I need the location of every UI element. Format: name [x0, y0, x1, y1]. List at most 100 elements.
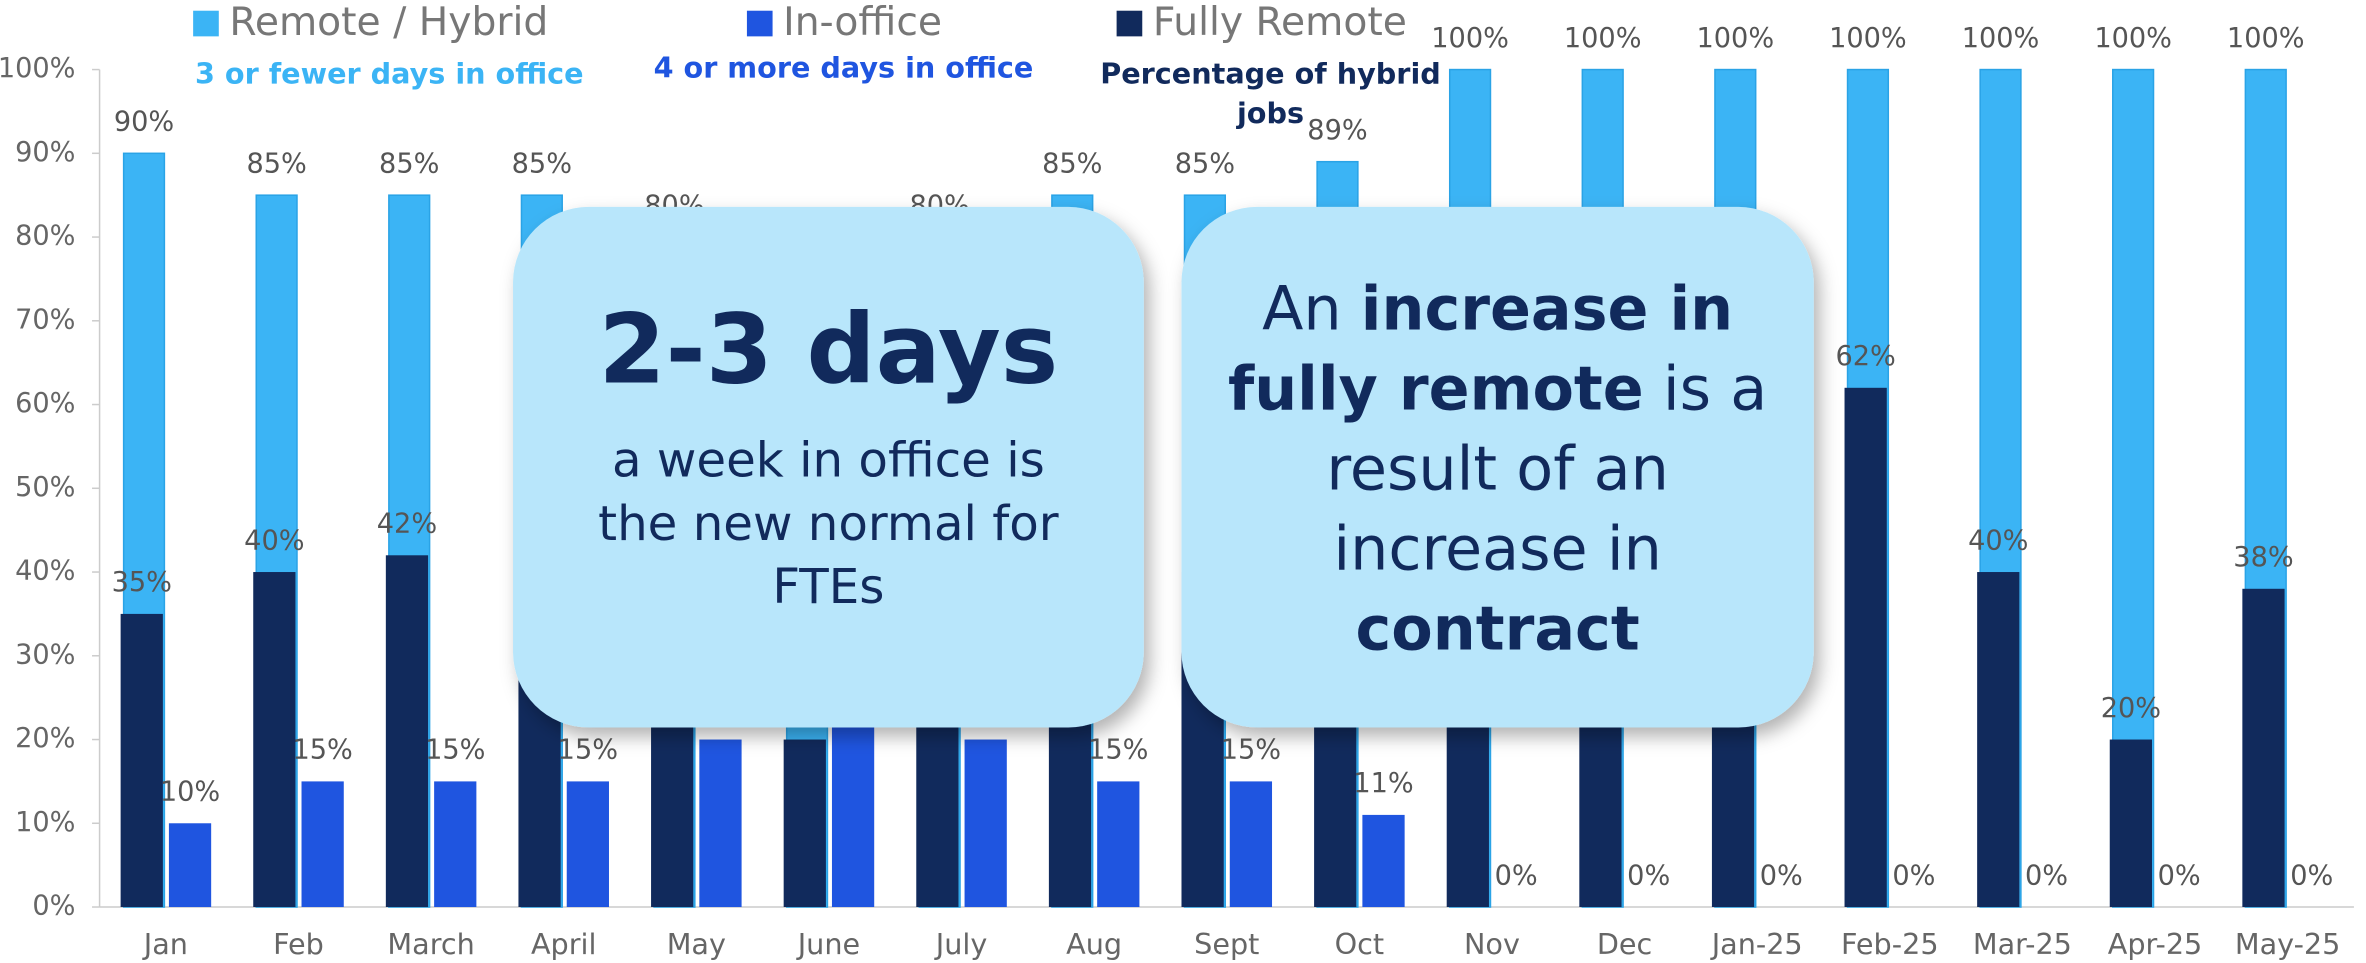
x-tick-label: April — [531, 927, 597, 961]
value-label: 85% — [246, 149, 306, 180]
x-tick-label: May-25 — [2235, 927, 2341, 961]
legend-label: In-office — [783, 0, 942, 45]
callout-run: An — [1262, 274, 1361, 344]
value-label: 0% — [1627, 860, 1670, 891]
legend-sublabel: jobs — [1236, 96, 1304, 130]
legend-sublabel: 4 or more days in office — [654, 51, 1034, 85]
bar — [2242, 588, 2285, 908]
y-tick-label: 40% — [15, 556, 75, 587]
y-tick-label: 10% — [15, 807, 75, 838]
x-tick-label: March — [387, 927, 474, 961]
bar — [1977, 572, 2020, 908]
value-label: 85% — [379, 149, 439, 180]
x-tick-label: June — [796, 927, 860, 961]
bar — [168, 823, 212, 908]
value-label: 15% — [558, 735, 618, 766]
legend-sublabel: Percentage of hybrid — [1100, 57, 1441, 91]
x-tick-label: May — [667, 927, 726, 961]
legend-swatch — [746, 10, 773, 37]
value-label: 62% — [1835, 341, 1895, 372]
callout-box — [1181, 206, 1814, 728]
y-tick-label: 0% — [32, 891, 75, 922]
x-tick-label: Feb-25 — [1841, 927, 1939, 961]
value-label: 100% — [1962, 23, 2040, 54]
x-tick-label: Nov — [1464, 927, 1520, 961]
x-tick-label: Mar-25 — [1973, 927, 2072, 961]
value-label: 89% — [1307, 115, 1367, 146]
x-tick-label: July — [934, 927, 988, 961]
y-tick-label: 20% — [15, 723, 75, 754]
bar — [253, 572, 296, 908]
y-tick-label: 30% — [15, 639, 75, 670]
value-label: 100% — [1696, 23, 1774, 54]
bar — [964, 739, 1007, 908]
value-label: 10% — [160, 777, 220, 808]
callout-text: increase in — [1333, 514, 1662, 584]
bar — [566, 781, 609, 908]
value-label: 20% — [2101, 693, 2161, 724]
value-label: 38% — [2233, 542, 2293, 573]
x-tick-label: Sept — [1194, 927, 1259, 961]
callout-run: increase in — [1333, 514, 1662, 584]
callout-text: fully remote is a — [1228, 354, 1767, 424]
x-tick-label: Dec — [1597, 927, 1652, 961]
value-label: 15% — [1221, 735, 1281, 766]
x-tick-label: Feb — [273, 927, 324, 961]
callout-text: contract — [1356, 594, 1640, 664]
bar — [831, 722, 875, 908]
legend-label: Remote / Hybrid — [229, 0, 548, 45]
x-tick-label: Apr-25 — [2108, 927, 2203, 961]
value-label: 0% — [2025, 860, 2068, 891]
callout-text: a week in office is — [612, 432, 1045, 488]
bar — [783, 739, 826, 908]
bar — [699, 739, 742, 908]
value-label: 85% — [1042, 149, 1102, 180]
value-label: 15% — [425, 735, 485, 766]
bar — [2109, 739, 2152, 908]
bar — [120, 613, 163, 908]
bar — [1844, 387, 1887, 908]
callout-run: result of an — [1326, 434, 1668, 504]
value-label: 100% — [1564, 23, 1642, 54]
value-label: 15% — [1088, 735, 1148, 766]
x-tick-label: Aug — [1066, 927, 1122, 961]
callout-run: contract — [1356, 594, 1640, 664]
value-label: 85% — [1175, 149, 1235, 180]
callout-run: is a — [1644, 354, 1768, 424]
value-label: 100% — [2227, 23, 2305, 54]
x-tick-label: Jan — [142, 927, 188, 961]
value-label: 0% — [1760, 860, 1803, 891]
value-label: 0% — [1892, 860, 1935, 891]
callout-run: increase in — [1361, 274, 1733, 344]
y-tick-label: 70% — [15, 304, 75, 335]
callout-text: result of an — [1326, 434, 1668, 504]
callout-text: the new normal for — [598, 496, 1059, 552]
x-tick-label: Oct — [1335, 927, 1385, 961]
bar — [1097, 781, 1140, 908]
callout-run: fully remote — [1228, 354, 1644, 424]
value-label: 0% — [2158, 860, 2201, 891]
value-label: 100% — [1829, 23, 1907, 54]
bar — [385, 555, 429, 908]
y-tick-label: 80% — [15, 221, 75, 252]
bar — [1362, 814, 1405, 908]
callout-text: An increase in — [1262, 274, 1733, 344]
value-label: 0% — [2290, 860, 2333, 891]
value-label: 90% — [114, 107, 174, 138]
value-label: 40% — [244, 525, 304, 556]
value-label: 15% — [292, 735, 352, 766]
x-tick-label: Jan-25 — [1710, 927, 1803, 961]
value-label: 100% — [2094, 23, 2172, 54]
value-label: 40% — [1968, 525, 2028, 556]
callout-headline: 2-3 days — [598, 293, 1058, 406]
bar — [1229, 781, 1273, 908]
y-tick-label: 90% — [15, 137, 75, 168]
legend-label: Fully Remote — [1153, 0, 1407, 45]
legend-swatch — [1116, 10, 1143, 37]
value-label: 35% — [112, 567, 172, 598]
y-tick-label: 100% — [0, 53, 75, 84]
legend-sublabel: 3 or fewer days in office — [195, 57, 584, 91]
bar — [434, 781, 477, 908]
y-tick-label: 50% — [15, 472, 75, 503]
callout-box — [513, 206, 1144, 728]
